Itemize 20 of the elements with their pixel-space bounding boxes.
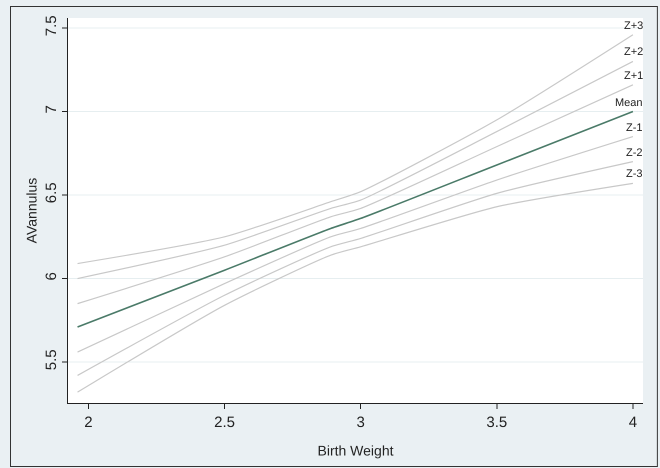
series-label: Z+3 <box>624 20 644 32</box>
y-tick-label: 7 <box>43 105 60 114</box>
x-tick-label: 3.5 <box>486 414 508 431</box>
x-tick-label: 4 <box>628 414 638 431</box>
y-tick-label: 6.5 <box>43 182 60 204</box>
series-label: Z+1 <box>624 70 644 82</box>
line-series <box>76 182 634 393</box>
x-tick-label: 2 <box>84 414 93 431</box>
y-tick-label: 5.5 <box>43 349 60 370</box>
y-tick-label: 7.5 <box>43 15 60 36</box>
series-label: Z-1 <box>626 122 642 134</box>
x-tick-label: 3 <box>356 414 365 431</box>
series-label: Z+2 <box>624 46 644 58</box>
y-axis-title: AVannulus <box>24 178 40 244</box>
x-axis-title: Birth Weight <box>318 442 394 458</box>
series-label: Z-2 <box>626 147 642 159</box>
series-label: Z-3 <box>626 168 642 180</box>
series-label: Mean <box>615 97 643 109</box>
y-tick-label: 6 <box>43 272 60 280</box>
x-tick-label: 2.5 <box>214 414 235 431</box>
